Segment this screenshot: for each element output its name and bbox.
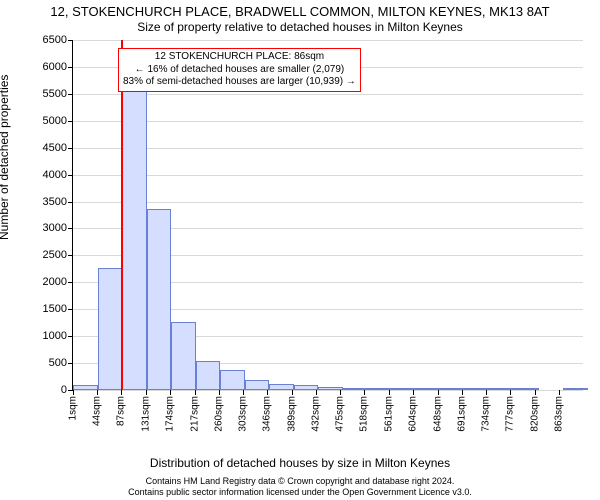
annotation-line: 12 STOKENCHURCH PLACE: 86sqm [123, 51, 356, 64]
xtick-label: 518sqm [359, 390, 370, 432]
ytick-label: 2500 [43, 249, 73, 261]
ytick-label: 1000 [43, 330, 73, 342]
xtick-label: 648sqm [432, 390, 443, 432]
ytick-label: 6500 [43, 34, 73, 46]
gridline-h [73, 94, 583, 95]
ytick-label: 3500 [43, 196, 73, 208]
xtick-label: 863sqm [553, 390, 564, 432]
footer-line1: Contains HM Land Registry data © Crown c… [0, 476, 600, 487]
ytick-label: 1500 [43, 303, 73, 315]
xtick-label: 820sqm [529, 390, 540, 432]
xtick-label: 561sqm [383, 390, 394, 432]
chart-container: 12, STOKENCHURCH PLACE, BRADWELL COMMON,… [0, 0, 600, 500]
gridline-h [73, 148, 583, 149]
histogram-bar [245, 380, 270, 390]
xtick-label: 389sqm [286, 390, 297, 432]
histogram-bar [220, 370, 245, 390]
xtick-label: 44sqm [92, 390, 103, 426]
chart-title-line1: 12, STOKENCHURCH PLACE, BRADWELL COMMON,… [0, 4, 600, 19]
xtick-label: 131sqm [141, 390, 152, 432]
xtick-label: 777sqm [505, 390, 516, 432]
xtick-label: 1sqm [68, 390, 79, 420]
plot-area: 0500100015002000250030003500400045005000… [72, 40, 583, 391]
ytick-label: 500 [49, 357, 73, 369]
gridline-h [73, 175, 583, 176]
gridline-h [73, 40, 583, 41]
xtick-label: 87sqm [116, 390, 127, 426]
histogram-bar [98, 268, 123, 390]
footer-line2: Contains public sector information licen… [0, 487, 600, 498]
ytick-label: 4000 [43, 169, 73, 181]
histogram-bar [171, 322, 196, 390]
xtick-label: 174sqm [165, 390, 176, 432]
footer-attribution: Contains HM Land Registry data © Crown c… [0, 476, 600, 498]
ytick-label: 2000 [43, 276, 73, 288]
ytick-label: 5500 [43, 88, 73, 100]
x-axis-label: Distribution of detached houses by size … [0, 456, 600, 470]
xtick-label: 734sqm [481, 390, 492, 432]
xtick-label: 217sqm [189, 390, 200, 432]
ytick-label: 4500 [43, 142, 73, 154]
y-axis-label: Number of detached properties [0, 75, 11, 240]
chart-title-line2: Size of property relative to detached ho… [0, 20, 600, 34]
ytick-label: 6000 [43, 61, 73, 73]
gridline-h [73, 202, 583, 203]
property-marker-line [121, 40, 123, 390]
annotation-line: ← 16% of detached houses are smaller (2,… [123, 64, 356, 77]
histogram-bar [147, 209, 172, 390]
ytick-label: 5000 [43, 115, 73, 127]
xtick-label: 691sqm [456, 390, 467, 432]
xtick-label: 604sqm [407, 390, 418, 432]
histogram-bar [563, 388, 588, 390]
xtick-label: 260sqm [213, 390, 224, 432]
xtick-label: 346sqm [262, 390, 273, 432]
annotation-line: 83% of semi-detached houses are larger (… [123, 76, 356, 89]
xtick-label: 432sqm [310, 390, 321, 432]
annotation-box: 12 STOKENCHURCH PLACE: 86sqm← 16% of det… [118, 48, 361, 92]
xtick-label: 303sqm [238, 390, 249, 432]
histogram-bar [122, 86, 147, 390]
histogram-bar [196, 361, 221, 390]
xtick-label: 475sqm [335, 390, 346, 432]
ytick-label: 3000 [43, 222, 73, 234]
gridline-h [73, 121, 583, 122]
